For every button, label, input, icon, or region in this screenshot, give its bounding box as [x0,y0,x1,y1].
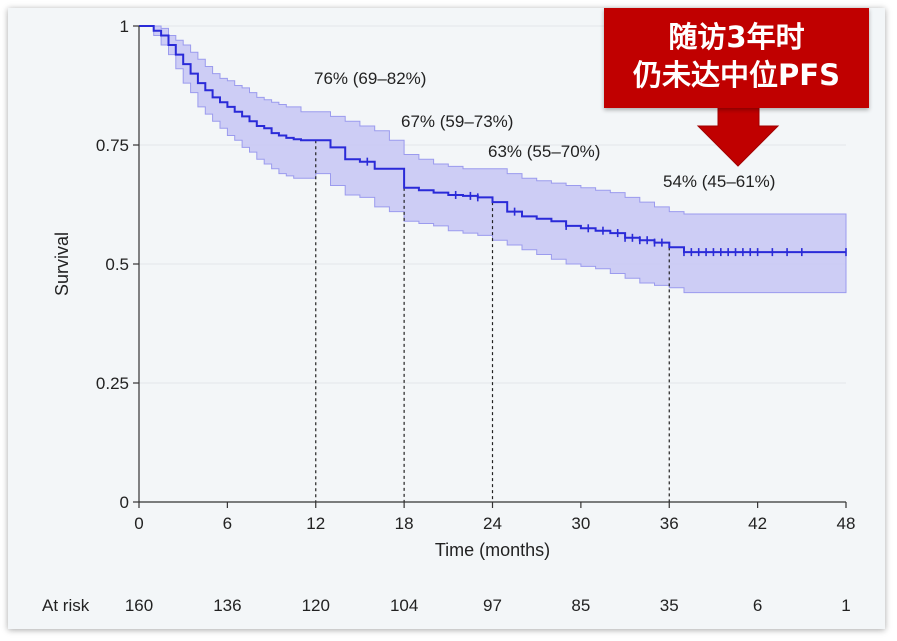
at-risk-value-0: 160 [125,596,153,615]
at-risk-value-12: 120 [302,596,330,615]
arrow-down-icon [696,106,780,167]
x-axis-title: Time (months) [435,540,550,560]
annotation-36: 54% (45–61%) [663,172,775,191]
annotation-24: 63% (55–70%) [488,142,600,161]
y-tick-label-0: 0 [120,493,129,512]
at-risk-value-30: 85 [571,596,590,615]
annotation-18: 67% (59–73%) [401,112,513,131]
x-tick-label-2: 12 [306,514,325,533]
callout-line-2: 仍未达中位PFS [633,58,840,92]
y-tick-label-3: 0.75 [96,136,129,155]
at-risk-value-42: 6 [753,596,762,615]
x-tick-label-0: 0 [134,514,143,533]
x-tick-label-6: 36 [660,514,679,533]
at-risk-label: At risk [42,596,90,615]
confidence-band [139,25,847,294]
y-tick-label-4: 1 [120,17,129,36]
at-risk-value-24: 97 [483,596,502,615]
y-tick-label-1: 0.25 [96,374,129,393]
x-tick-label-1: 6 [223,514,232,533]
at-risk-value-36: 35 [660,596,679,615]
x-tick-label-7: 42 [748,514,767,533]
annotation-12: 76% (69–82%) [314,69,426,88]
callout-line-1: 随访3年时 [668,20,805,54]
at-risk-value-48: 1 [841,596,850,615]
x-tick-label-4: 24 [483,514,502,533]
x-tick-label-3: 18 [395,514,414,533]
y-axis-title: Survival [52,232,72,296]
at-risk-value-6: 136 [213,596,241,615]
x-tick-label-5: 30 [571,514,590,533]
x-tick-label-8: 48 [837,514,856,533]
at-risk-value-18: 104 [390,596,418,615]
y-tick-label-2: 0.5 [105,255,129,274]
callout-box: 随访3年时 仍未达中位PFS [604,8,869,108]
